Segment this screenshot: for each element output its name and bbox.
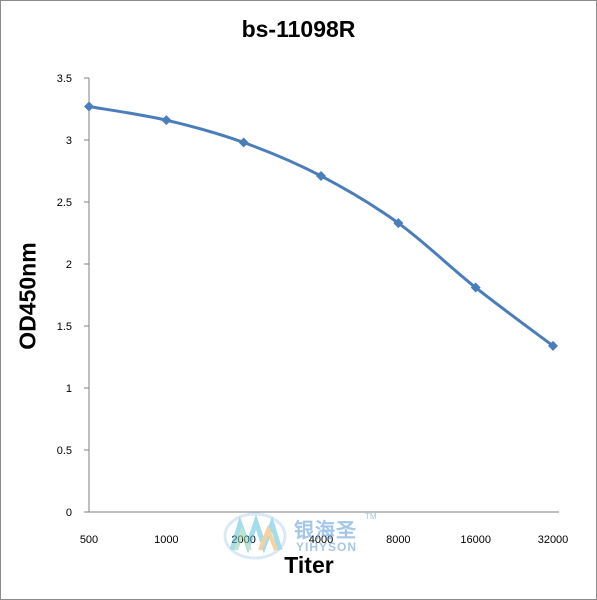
watermark-english: YIHYSON xyxy=(296,540,358,554)
x-tick-label: 500 xyxy=(80,534,98,546)
x-tick-label: 32000 xyxy=(538,534,569,546)
y-tick-label: 2.5 xyxy=(57,197,72,209)
data-point xyxy=(393,218,404,229)
data-point xyxy=(470,282,481,293)
y-tick-label: 2 xyxy=(66,259,72,271)
x-tick-label: 4000 xyxy=(309,534,333,546)
data-point xyxy=(238,137,249,148)
x-axis-label: Titer xyxy=(284,552,334,578)
yihyson-logo-icon xyxy=(223,512,287,560)
data-point xyxy=(84,101,94,112)
y-tick-label: 0 xyxy=(66,507,72,519)
watermark-chinese: 银海圣 xyxy=(294,518,357,542)
watermark-logo: 银海圣 TM YIHYSON xyxy=(222,510,392,562)
x-tick-label: 16000 xyxy=(460,534,491,546)
y-tick-label: 3.5 xyxy=(57,73,72,85)
x-tick-label: 1000 xyxy=(154,534,178,546)
y-tick-label: 3 xyxy=(66,135,72,147)
y-tick-label: 1.5 xyxy=(57,321,72,333)
series-line xyxy=(88,105,554,348)
watermark-tm: TM xyxy=(365,512,377,521)
data-point xyxy=(316,170,326,181)
chart-title: bs-11098R xyxy=(241,16,356,42)
y-tick-label: 0.5 xyxy=(57,445,72,457)
data-point xyxy=(548,340,558,351)
x-tick-label: 8000 xyxy=(386,534,410,546)
data-point xyxy=(161,115,172,126)
y-tick-label: 1 xyxy=(66,383,72,395)
